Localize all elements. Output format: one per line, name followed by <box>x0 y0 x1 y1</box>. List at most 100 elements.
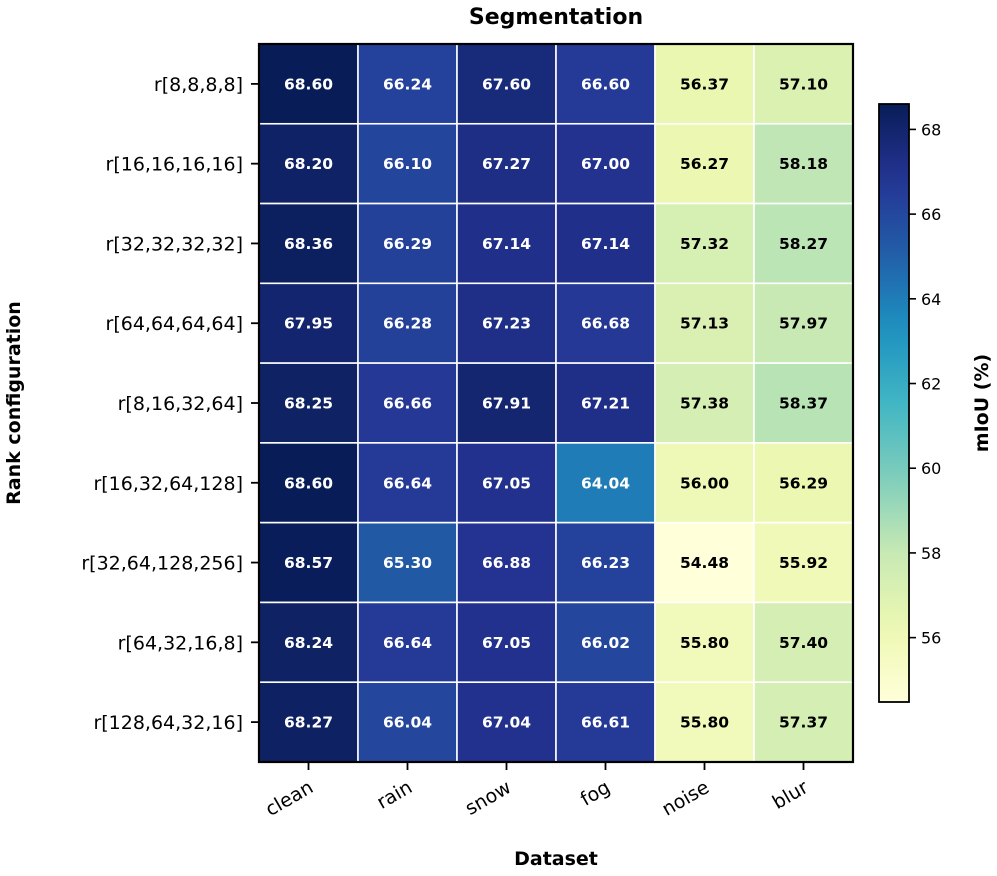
heatmap-cell <box>456 362 557 444</box>
cell-value-label: 66.28 <box>383 315 432 333</box>
cell-value-label: 58.18 <box>779 155 828 173</box>
cell-value-label: 54.48 <box>680 554 729 572</box>
heatmap-cell <box>357 681 458 763</box>
heatmap-cell <box>456 521 557 604</box>
cell-value-label: 57.37 <box>779 714 828 732</box>
cell-value-label: 64.04 <box>581 474 630 492</box>
cell-value-label: 66.02 <box>581 634 630 652</box>
colorbar <box>878 103 910 703</box>
heatmap-cell <box>357 43 458 125</box>
x-tick-label: noise <box>658 776 713 820</box>
colorbar-label: mIoU (%) <box>971 354 993 452</box>
cell-value-label: 67.04 <box>482 714 531 732</box>
cell-value-label: 66.29 <box>383 235 432 253</box>
y-tick-label: r[16,32,64,128] <box>93 473 243 495</box>
heatmap-cell <box>753 43 854 125</box>
x-tick-label: fog <box>577 776 614 810</box>
cell-value-label: 66.10 <box>383 155 432 173</box>
heatmap-value-labels: 68.60 66.24 67.60 66.60 56.37 57.10 68.20 66.10… <box>284 75 828 731</box>
cell-value-label: 68.27 <box>284 714 333 732</box>
heatmap-cell <box>456 282 557 364</box>
x-axis-ticks: clean rain snow fog noise blur <box>262 762 812 821</box>
cell-value-label: 67.05 <box>482 634 531 652</box>
cell-value-label: 68.60 <box>284 75 333 93</box>
cell-value-label: 68.25 <box>284 395 333 413</box>
heatmap-cell <box>258 442 359 524</box>
heatmap-cell <box>753 601 854 684</box>
cell-value-label: 57.32 <box>680 235 729 253</box>
cell-value-label: 67.91 <box>482 395 531 413</box>
colorbar-tick-label: 68 <box>921 120 941 139</box>
heatmap-cell <box>555 202 656 285</box>
heatmap-cell <box>456 601 557 684</box>
cell-value-label: 68.24 <box>284 634 333 652</box>
cell-value-label: 67.60 <box>482 75 531 93</box>
cell-value-label: 66.60 <box>581 75 630 93</box>
cell-value-label: 68.60 <box>284 474 333 492</box>
heatmap-cell <box>555 282 656 364</box>
cell-value-label: 68.20 <box>284 155 333 173</box>
y-tick-label: r[16,16,16,16] <box>106 154 243 176</box>
heatmap-cell <box>654 202 755 285</box>
cell-value-label: 67.05 <box>482 474 531 492</box>
cell-value-label: 66.88 <box>482 554 531 572</box>
heatmap-cell <box>258 681 359 763</box>
y-tick-label: r[64,64,64,64] <box>106 313 243 335</box>
cell-value-label: 57.97 <box>779 315 828 333</box>
x-tick-label: rain <box>373 776 416 813</box>
cell-value-label: 67.27 <box>482 155 531 173</box>
cell-value-label: 56.00 <box>680 474 729 492</box>
cell-value-label: 56.29 <box>779 474 828 492</box>
x-tick-label: blur <box>769 776 812 814</box>
cell-value-label: 65.30 <box>383 554 432 572</box>
heatmap-cell <box>555 601 656 684</box>
colorbar-ticks: 56 58 60 62 64 66 68 <box>909 120 941 648</box>
cell-value-label: 57.10 <box>779 75 828 93</box>
heatmap-cell <box>357 282 458 364</box>
heatmap-cell <box>555 122 656 205</box>
heatmap-cell <box>555 521 656 604</box>
cell-value-label: 66.64 <box>383 474 432 492</box>
cell-value-label: 66.61 <box>581 714 630 732</box>
heatmap-cells <box>258 43 854 763</box>
heatmap-cell <box>654 362 755 444</box>
colorbar-tick-label: 58 <box>921 544 941 563</box>
cell-value-label: 55.92 <box>779 554 828 572</box>
cell-value-label: 67.14 <box>482 235 531 253</box>
cell-value-label: 57.40 <box>779 634 828 652</box>
heatmap-cell <box>654 601 755 684</box>
colorbar-tick-label: 64 <box>921 290 941 309</box>
cell-value-label: 56.27 <box>680 155 729 173</box>
cell-value-label: 66.04 <box>383 714 432 732</box>
cell-value-label: 68.36 <box>284 235 333 253</box>
heatmap-cell <box>753 681 854 763</box>
y-tick-label: r[64,32,16,8] <box>118 632 243 654</box>
cell-value-label: 67.00 <box>581 155 630 173</box>
colorbar-tick-label: 66 <box>921 205 941 224</box>
cell-value-label: 66.23 <box>581 554 630 572</box>
x-axis-label: Dataset <box>514 848 598 870</box>
heatmap-cell <box>258 43 359 125</box>
heatmap-cell <box>456 681 557 763</box>
cell-value-label: 67.23 <box>482 315 531 333</box>
heatmap-cell <box>654 282 755 364</box>
cell-value-label: 68.57 <box>284 554 333 572</box>
cell-value-label: 55.80 <box>680 714 729 732</box>
heatmap-cell <box>654 681 755 763</box>
cell-value-label: 67.95 <box>284 315 333 333</box>
heatmap-cell <box>555 362 656 444</box>
heatmap-cell <box>753 122 854 205</box>
y-tick-label: r[8,8,8,8] <box>154 74 243 96</box>
heatmap-cell <box>753 202 854 285</box>
cell-value-label: 66.68 <box>581 315 630 333</box>
cell-value-label: 58.27 <box>779 235 828 253</box>
cell-value-label: 57.38 <box>680 395 729 413</box>
cell-value-label: 66.24 <box>383 75 432 93</box>
x-tick-label: snow <box>461 776 515 820</box>
y-tick-label: r[32,32,32,32] <box>106 233 243 255</box>
heatmap-cell <box>258 601 359 684</box>
cell-value-label: 67.21 <box>581 395 630 413</box>
y-tick-label: r[32,64,128,256] <box>81 553 243 575</box>
cell-value-label: 58.37 <box>779 395 828 413</box>
